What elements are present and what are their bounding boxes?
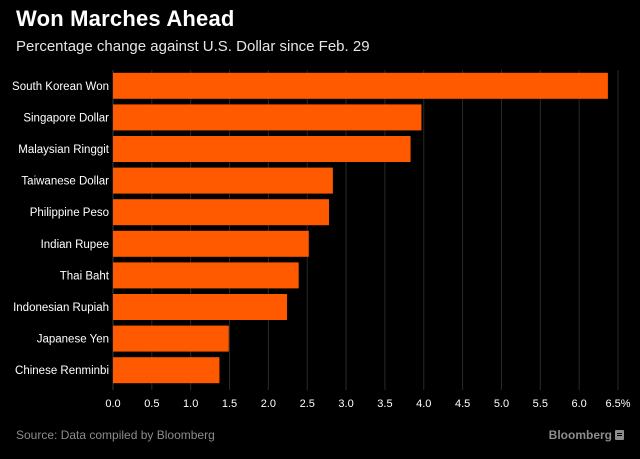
category-label: Malaysian Ringgit <box>18 144 110 156</box>
brand-name: Bloomberg <box>548 428 612 442</box>
x-tick-label: 2.0 <box>261 398 276 410</box>
bar <box>113 357 220 384</box>
x-tick-label: 2.5 <box>300 398 315 410</box>
category-label: South Korean Won <box>12 81 109 93</box>
x-axis-ticks: 0.0 0.5 1.0 1.5 2.0 2.5 3.0 3.5 4.0 4.5 5.0 5.5 6.0 6… <box>105 398 630 410</box>
bar <box>113 294 288 320</box>
category-label: Taiwanese Dollar <box>21 176 109 188</box>
x-tick-label: 0.0 <box>105 398 120 410</box>
bloomberg-logo-icon <box>615 430 624 440</box>
x-tick-label: 5.0 <box>494 398 509 410</box>
x-tick-label: 1.5 <box>222 398 237 410</box>
bars <box>113 72 608 384</box>
x-tick-label: 0.5 <box>144 398 159 410</box>
x-tick-label: 3.0 <box>338 398 353 410</box>
category-label: Philippine Peso <box>30 207 109 219</box>
category-labels: South Korean Won Singapore Dollar Malaysia… <box>12 81 110 377</box>
gridlines <box>112 70 619 390</box>
bar <box>113 167 333 194</box>
x-tick-label: 1.0 <box>183 398 198 410</box>
category-label: Singapore Dollar <box>23 112 109 124</box>
bar <box>113 325 229 352</box>
bar <box>113 136 411 162</box>
category-label: Chinese Renminbi <box>15 365 109 377</box>
chart-subtitle: Percentage change against U.S. Dollar si… <box>16 38 370 55</box>
category-label: Thai Baht <box>60 270 110 282</box>
chart-title: Won Marches Ahead <box>16 6 235 31</box>
bar <box>113 104 422 131</box>
x-tick-label: 6.0 <box>572 398 587 410</box>
category-label: Japanese Yen <box>37 334 109 346</box>
bar <box>113 262 299 289</box>
x-tick-label: 6.5% <box>605 398 630 410</box>
x-tick-label: 3.5 <box>377 398 392 410</box>
bar <box>113 199 329 226</box>
bar <box>113 72 608 99</box>
source-note: Source: Data compiled by Bloomberg <box>16 428 215 442</box>
x-tick-label: 5.5 <box>533 398 548 410</box>
category-label: Indonesian Rupiah <box>13 302 109 314</box>
bar <box>113 230 309 257</box>
x-tick-label: 4.5 <box>455 398 470 410</box>
category-label: Indian Rupee <box>41 239 109 251</box>
x-tick-label: 4.0 <box>416 398 431 410</box>
